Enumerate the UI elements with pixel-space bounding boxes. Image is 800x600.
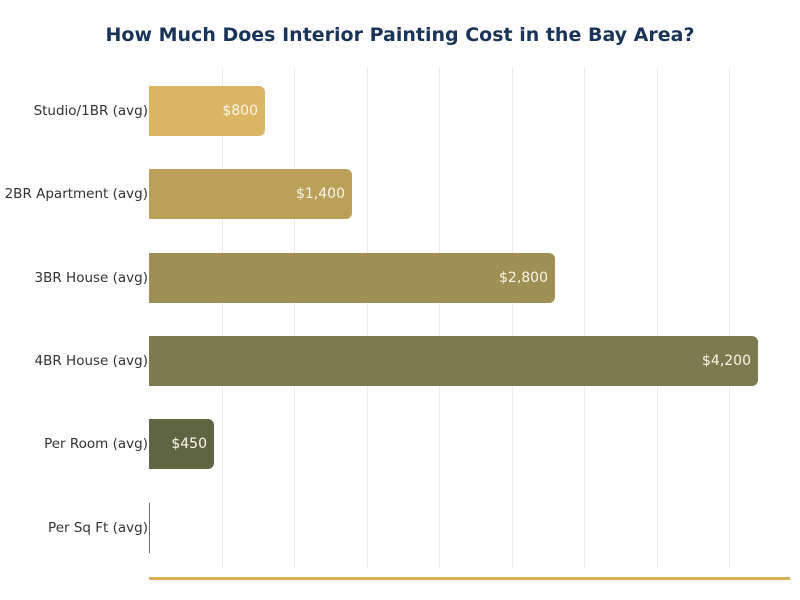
- bar-value-label: $2,800: [499, 269, 548, 286]
- gridline: [367, 68, 368, 568]
- bar: $450: [149, 419, 214, 470]
- x-axis-baseline: [149, 577, 790, 580]
- gridline: [584, 68, 585, 568]
- bar-value-label: $1,400: [296, 186, 345, 203]
- category-label: 3BR House (avg): [34, 269, 148, 286]
- chart-title: How Much Does Interior Painting Cost in …: [105, 24, 695, 46]
- gridline: [439, 68, 440, 568]
- category-label: 2BR Apartment (avg): [4, 186, 148, 203]
- bar: $4,200: [149, 335, 758, 386]
- plot-area: $800 $1,400 $2,800 $4,200 $450: [149, 68, 790, 568]
- bar: $800: [149, 86, 265, 136]
- gridline: [222, 68, 223, 568]
- bar: $2,800: [149, 252, 555, 303]
- category-label: Studio/1BR (avg): [33, 103, 148, 119]
- bar-value-label: $800: [222, 103, 258, 119]
- bar: [149, 502, 150, 553]
- bar-value-label: $4,200: [702, 352, 751, 369]
- bar-value-label: $450: [171, 436, 207, 453]
- gridline: [512, 68, 513, 568]
- bar: $1,400: [149, 169, 352, 220]
- category-label: Per Room (avg): [44, 436, 148, 453]
- category-label: Per Sq Ft (avg): [48, 519, 148, 536]
- gridline: [729, 68, 730, 568]
- category-label: 4BR House (avg): [34, 352, 148, 369]
- gridline: [657, 68, 658, 568]
- gridline: [294, 68, 295, 568]
